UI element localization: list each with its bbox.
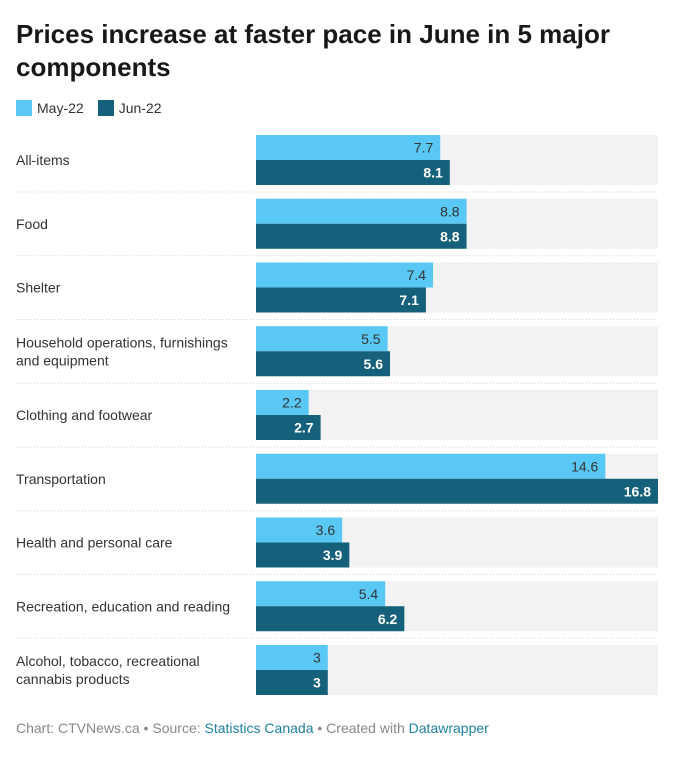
bar-may-22 (256, 326, 388, 352)
bar-may-22 (256, 453, 606, 479)
bar-jun-22 (256, 670, 328, 695)
source-link[interactable]: Statistics Canada (204, 720, 314, 736)
value-label-jun-22: 6.2 (378, 611, 398, 627)
bar-jun-22 (256, 542, 350, 568)
bar-jun-22 (256, 223, 467, 249)
bar-may-22 (256, 262, 434, 288)
legend: May-22 Jun-22 (16, 100, 162, 116)
category-group-transportation: Transportation 14.6 16.8 (16, 453, 658, 512)
category-group-health-and-personal-care: Health and personal care 3.6 3.9 (16, 517, 658, 575)
footer-chart-credit: Chart: CTVNews.ca (16, 720, 140, 736)
footer-sep-source: • Source: (139, 720, 205, 736)
value-label-may-22: 14.6 (571, 458, 598, 474)
category-label: Household operations, furnishings and equ… (16, 334, 228, 368)
value-label-may-22: 5.4 (359, 586, 379, 602)
category-label: Transportation (16, 471, 106, 487)
bar-may-22 (256, 390, 309, 415)
value-label-may-22: 2.2 (282, 395, 302, 411)
value-label-jun-22: 3.9 (323, 547, 343, 563)
legend-item-jun: Jun-22 (97, 100, 162, 116)
value-label-jun-22: 5.6 (364, 356, 384, 372)
legend-label-may: May-22 (37, 100, 84, 116)
footer: Chart: CTVNews.ca • Source: Statistics C… (16, 720, 489, 736)
legend-label-jun: Jun-22 (118, 100, 162, 116)
category-label: Shelter (16, 280, 61, 296)
category-group-all-items: All-items 7.7 8.1 (16, 135, 658, 193)
value-label-may-22: 7.4 (407, 267, 427, 283)
category-group-alcohol-tobacco-recreational-cannabis-products: Alcohol, tobacco, recreational cannabis p… (16, 645, 658, 695)
value-label-jun-22: 8.8 (440, 228, 460, 244)
category-group-shelter: Shelter 7.4 7.1 (16, 262, 658, 320)
category-label: Recreation, education and reading (16, 598, 230, 614)
category-label: Clothing and footwear (16, 407, 153, 423)
value-label-jun-22: 7.1 (399, 292, 419, 308)
value-label-may-22: 3.6 (316, 522, 336, 538)
bar-may-22 (256, 135, 441, 160)
legend-item-may: May-22 (16, 100, 84, 116)
category-group-food: Food 8.8 8.8 (16, 198, 658, 257)
category-group-recreation-education-and-reading: Recreation, education and reading 5.4 6.2 (16, 581, 658, 639)
bar-may-22 (256, 517, 343, 543)
category-group-clothing-and-footwear: Clothing and footwear 2.2 2.7 (16, 390, 658, 448)
value-label-may-22: 7.7 (414, 140, 434, 156)
bar-jun-22 (256, 351, 390, 377)
category-label: Alcohol, tobacco, recreational cannabis p… (16, 653, 200, 687)
footer-sep-created: • Created with (313, 720, 409, 736)
bar-jun-22 (256, 160, 450, 185)
value-label-jun-22: 16.8 (624, 483, 651, 499)
category-group-household-operations-furnishings-and-equipment: Household operations, furnishings and equ… (16, 326, 658, 384)
category-label: Health and personal care (16, 535, 173, 551)
bar-may-22 (256, 581, 386, 607)
value-label-may-22: 3 (313, 650, 321, 666)
bar-jun-22 (256, 606, 405, 632)
bar-track (256, 390, 658, 440)
category-label: Food (16, 216, 48, 232)
value-label-jun-22: 3 (313, 675, 321, 691)
value-label-jun-22: 2.7 (294, 420, 314, 436)
datawrapper-link[interactable]: Datawrapper (408, 720, 489, 736)
bar-jun-22 (256, 415, 321, 440)
value-label-may-22: 5.5 (361, 331, 381, 347)
bar-jun-22 (256, 287, 426, 313)
bar-may-22 (256, 198, 467, 224)
bar-may-22 (256, 645, 328, 670)
legend-swatch-may (16, 100, 32, 116)
value-label-may-22: 8.8 (440, 203, 460, 219)
bar-jun-22 (256, 478, 658, 504)
legend-swatch-jun (97, 100, 114, 116)
value-label-jun-22: 8.1 (423, 165, 443, 181)
chart-title: Prices increase at faster pace in June i… (16, 19, 610, 82)
category-label: All-items (16, 152, 70, 168)
